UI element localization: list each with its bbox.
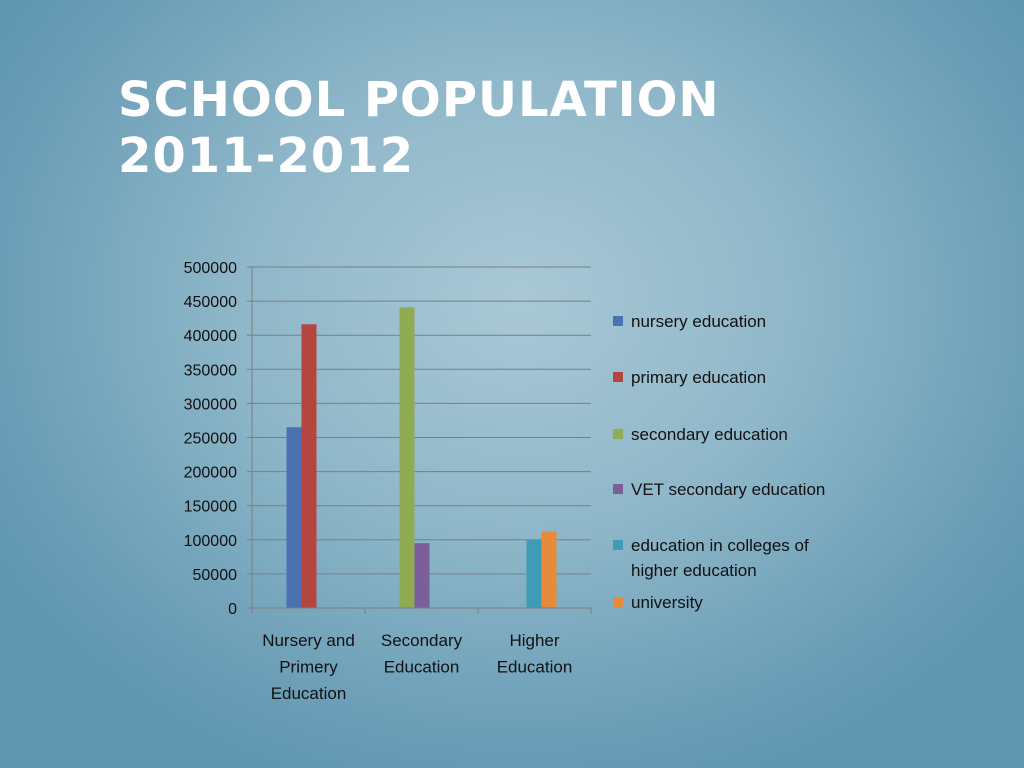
x-tick-label: Primery — [279, 658, 338, 677]
legend: nursery education primary education second… — [613, 312, 825, 612]
y-tick-label: 250000 — [184, 431, 237, 448]
x-tick-label: Education — [384, 658, 460, 677]
legend-label: higher education — [631, 561, 757, 580]
y-tick-label: 100000 — [184, 533, 237, 550]
y-tick-label: 50000 — [193, 567, 238, 584]
slide-title-line-1: SCHOOL POPULATION — [118, 72, 720, 128]
slide-title: SCHOOL POPULATION 2011-2012 — [118, 72, 720, 184]
legend-swatch — [613, 316, 623, 326]
y-tick-label: 350000 — [184, 362, 237, 379]
x-axis: Nursery and Primery Education Secondary Educ… — [251, 607, 592, 703]
y-tick-label: 400000 — [184, 328, 237, 345]
y-tick-label: 200000 — [184, 465, 237, 482]
legend-label: VET secondary education — [631, 480, 825, 499]
x-tick-label: Secondary — [381, 631, 463, 650]
legend-swatch — [613, 484, 623, 494]
legend-swatch — [613, 429, 623, 439]
bar — [301, 324, 317, 608]
x-tick-label: Nursery and — [262, 631, 355, 650]
x-tick-label: Education — [271, 684, 347, 703]
legend-swatch — [613, 597, 623, 607]
y-tick-label: 450000 — [184, 294, 237, 311]
legend-label: nursery education — [631, 312, 766, 331]
legend-label: secondary education — [631, 425, 788, 444]
slide-title-line-2: 2011-2012 — [118, 128, 415, 184]
legend-swatch — [613, 540, 623, 550]
y-tick-label: 0 — [228, 601, 237, 618]
legend-swatch — [613, 372, 623, 382]
y-tick-label: 300000 — [184, 396, 237, 413]
y-axis: 0 50000 100000 150000 200000 250000 300000 3500… — [184, 260, 253, 618]
bar — [399, 307, 415, 608]
legend-label: university — [631, 593, 703, 612]
y-tick-label: 150000 — [184, 499, 237, 516]
legend-label: primary education — [631, 368, 766, 387]
x-tick-label: Education — [497, 658, 573, 677]
bars — [286, 307, 557, 608]
y-tick-label: 500000 — [184, 260, 237, 277]
bar — [286, 427, 302, 608]
bar — [526, 539, 542, 608]
bar — [414, 543, 430, 608]
x-tick-label: Higher — [509, 631, 559, 650]
bar — [541, 531, 557, 608]
legend-label: education in colleges of — [631, 536, 809, 555]
